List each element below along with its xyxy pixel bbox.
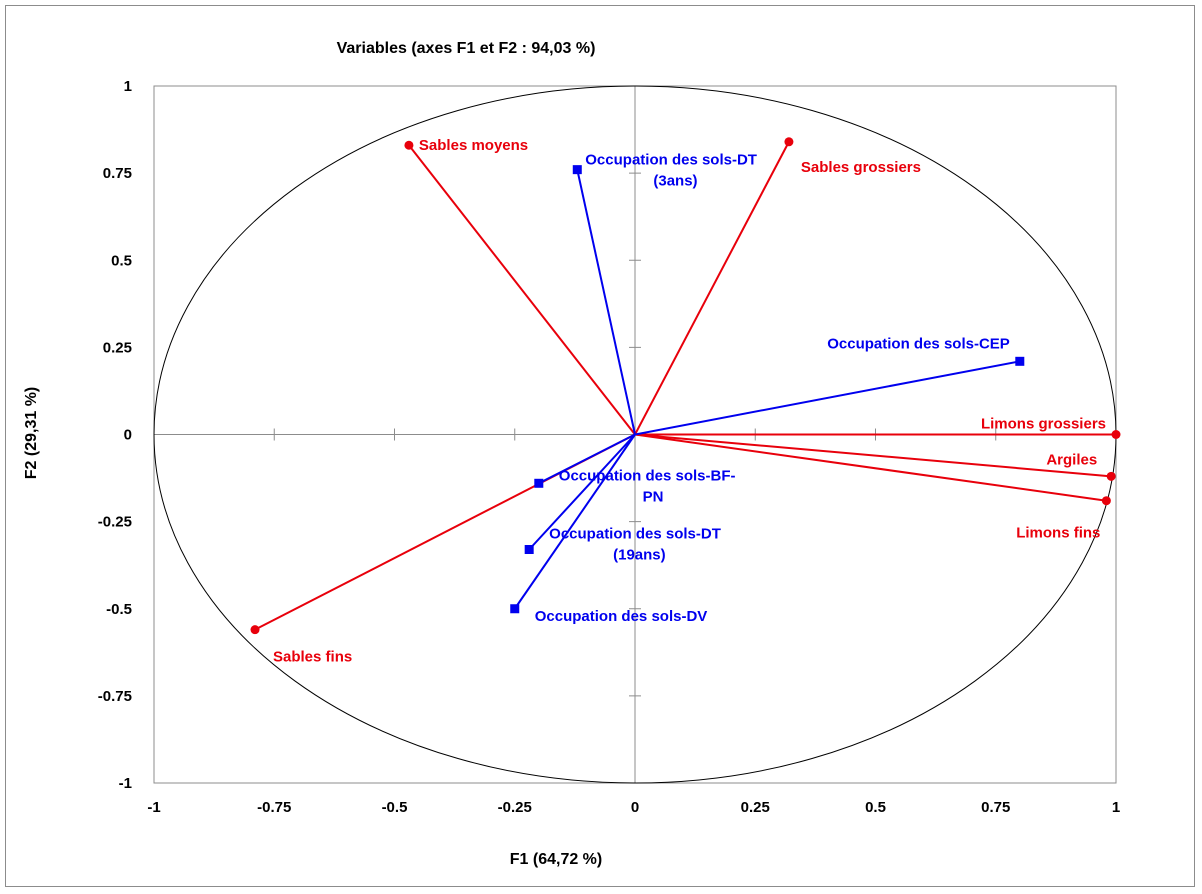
vector-line — [634, 433, 1107, 502]
x-tick-label: 0.5 — [865, 799, 886, 816]
vector-line — [634, 433, 1112, 478]
x-axis-title: F1 (64,72 %) — [510, 851, 602, 868]
y-tick-label: -0.75 — [98, 688, 132, 705]
vectors: Sables moyens Sables grossiers Limons gros… — [250, 137, 1121, 666]
vector-point — [534, 478, 544, 488]
y-tick-label: 0 — [124, 427, 132, 444]
variable-label: Occupation des sols-DT (3ans) — [585, 152, 757, 190]
y-tick-labels: -1 -0.75 -0.5 -0.25 0 0.25 0.5 0.75 1 — [98, 78, 132, 792]
x-tick-label: 0 — [631, 799, 639, 816]
variable-label-line: (19ans) — [613, 547, 666, 564]
x-tick-label: -0.25 — [498, 799, 532, 816]
y-axis-title: F2 (29,31 %) — [23, 387, 40, 479]
vector-point — [404, 140, 414, 150]
x-tick-label: 0.25 — [741, 799, 770, 816]
vector-point — [784, 137, 794, 147]
variable-label-line: Occupation des sols-BF- — [559, 467, 736, 484]
chart-frame: Variables (axes F1 et F2 : 94,03 %) Sabl… — [5, 5, 1195, 887]
variable-label: Sables fins — [273, 649, 352, 666]
variable-label: Occupation des sols-CEP — [827, 335, 1010, 352]
y-tick-label: -0.5 — [106, 601, 132, 618]
vector-point — [1111, 430, 1121, 439]
variable-label: Argiles — [1046, 451, 1097, 468]
vector-point — [250, 625, 260, 635]
variable-label: Sables grossiers — [801, 159, 921, 176]
variable-label-line: Occupation des sols-DT — [549, 526, 721, 543]
y-tick-label: 0.75 — [103, 165, 132, 182]
x-tick-label: 0.75 — [981, 799, 1010, 816]
x-tick-label: -1 — [147, 799, 160, 816]
correlation-circle-chart: Variables (axes F1 et F2 : 94,03 %) Sabl… — [23, 40, 1121, 868]
variable-label: Limons fins — [1016, 525, 1100, 542]
variable-label: Occupation des sols-BF- PN — [559, 467, 736, 505]
variable-label: Occupation des sols-DV — [535, 608, 708, 625]
vector-line — [634, 141, 790, 435]
vector-point — [572, 165, 582, 175]
vector-line — [528, 433, 636, 551]
variable-label: Occupation des sols-DT (19ans) — [549, 526, 721, 564]
vector-line — [513, 433, 636, 610]
vector-point — [1106, 471, 1116, 481]
variable-label-line: PN — [643, 488, 664, 505]
vector-line — [538, 433, 636, 485]
vector-line — [408, 144, 636, 436]
variable-label: Sables moyens — [419, 137, 528, 154]
vector-line — [634, 360, 1020, 436]
y-tick-label: 0.25 — [103, 339, 132, 356]
y-tick-label: -0.25 — [98, 514, 132, 531]
x-tick-label: -0.5 — [382, 799, 408, 816]
variable-label-line: Occupation des sols-DT — [585, 152, 757, 169]
variable-label: Limons grossiers — [981, 416, 1106, 433]
vector-point — [1015, 356, 1025, 366]
x-tick-label: 1 — [1112, 799, 1120, 816]
chart-title: Variables (axes F1 et F2 : 94,03 %) — [337, 40, 596, 57]
vector-point — [524, 545, 534, 555]
y-tick-label: 1 — [124, 78, 132, 95]
x-tick-labels: -1 -0.75 -0.5 -0.25 0 0.25 0.5 0.75 1 — [147, 799, 1120, 816]
y-tick-label: -1 — [119, 775, 132, 792]
x-tick-label: -0.75 — [257, 799, 291, 816]
vector-line — [576, 169, 636, 435]
y-tick-label: 0.5 — [111, 252, 132, 269]
vector-point — [1101, 496, 1111, 506]
variable-label-line: (3ans) — [653, 173, 697, 190]
vector-point — [510, 604, 520, 614]
